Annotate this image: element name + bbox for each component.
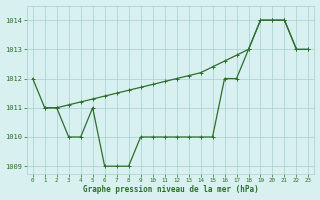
X-axis label: Graphe pression niveau de la mer (hPa): Graphe pression niveau de la mer (hPa)	[83, 185, 259, 194]
